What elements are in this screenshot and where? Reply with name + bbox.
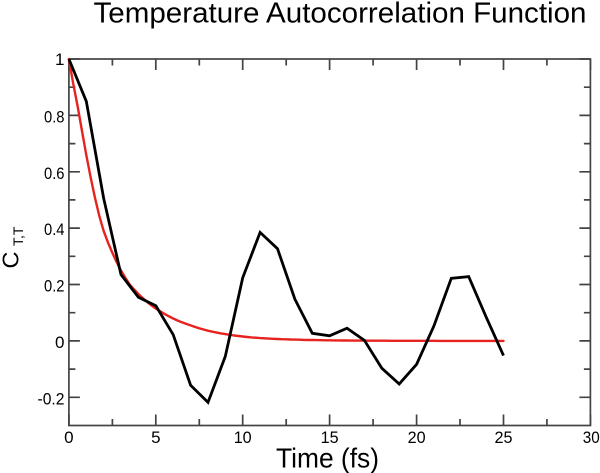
svg-text:0: 0	[55, 333, 64, 352]
svg-text:T,T: T,T	[10, 226, 26, 246]
svg-text:1: 1	[55, 50, 64, 69]
svg-text:25: 25	[495, 428, 513, 447]
svg-text:5: 5	[151, 428, 160, 447]
svg-text:Time (fs): Time (fs)	[276, 442, 379, 473]
svg-text:0.2: 0.2	[44, 277, 65, 296]
svg-text:Temperature Autocorrelation Fu: Temperature Autocorrelation Function	[94, 0, 587, 29]
svg-text:10: 10	[234, 428, 252, 447]
svg-text:0: 0	[64, 428, 73, 447]
svg-text:-0.2: -0.2	[38, 389, 65, 408]
svg-text:20: 20	[408, 428, 426, 447]
svg-text:0.6: 0.6	[44, 164, 65, 183]
svg-text:C: C	[0, 252, 24, 269]
svg-text:15: 15	[321, 428, 339, 447]
svg-text:30: 30	[583, 428, 600, 447]
svg-text:0.8: 0.8	[44, 107, 65, 126]
svg-text:0.4: 0.4	[44, 220, 65, 239]
